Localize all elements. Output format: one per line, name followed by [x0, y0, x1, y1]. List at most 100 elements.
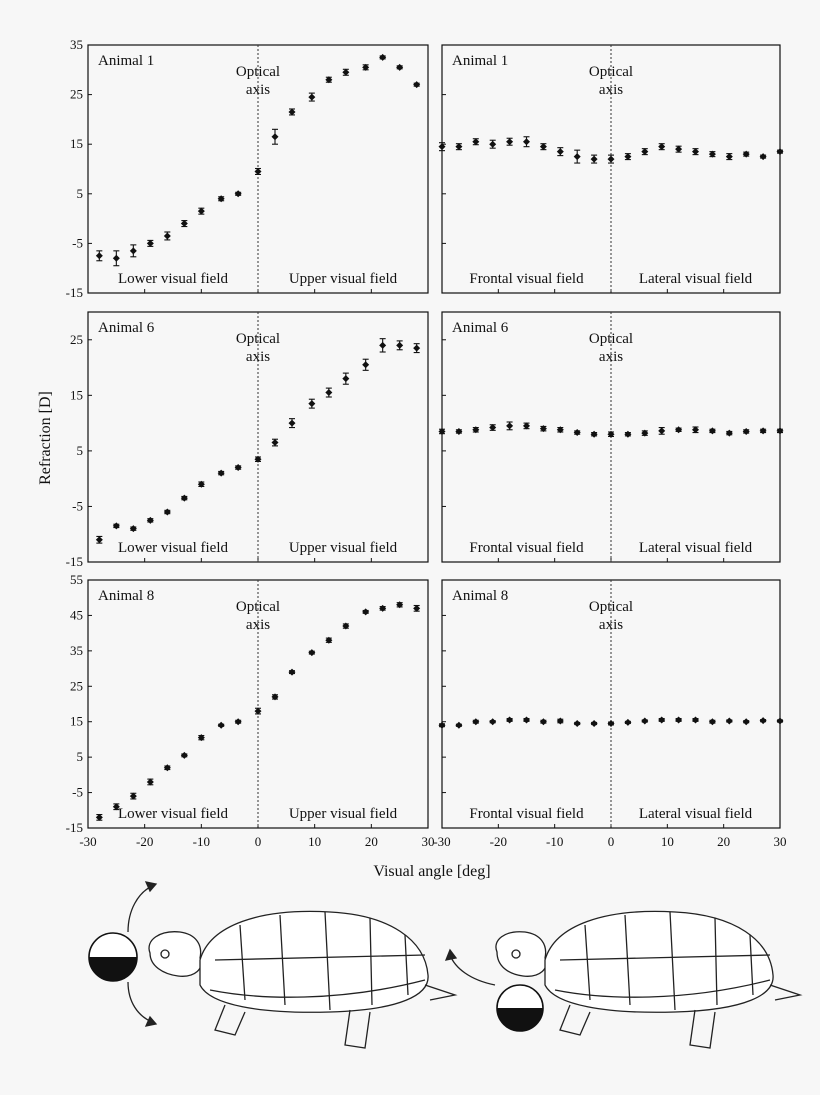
data-point — [180, 494, 188, 502]
x-tick-label: 30 — [422, 834, 435, 849]
x-tick-label: -30 — [433, 834, 450, 849]
optical-axis-label: axis — [246, 617, 270, 633]
y-tick-label: 45 — [70, 607, 83, 622]
x-tick-label: 10 — [661, 834, 674, 849]
x-axis-label: Visual angle [deg] — [373, 863, 490, 880]
turtle-illustration-right — [444, 910, 803, 1049]
data-point — [129, 247, 137, 255]
data-point — [308, 93, 316, 101]
data-point — [234, 190, 242, 198]
y-tick-label: 15 — [70, 136, 83, 151]
y-tick-label: -15 — [66, 554, 83, 569]
y-tick-label: 5 — [77, 749, 84, 764]
panel-title: Animal 6 — [452, 320, 509, 336]
field-label-left: Lower visual field — [118, 540, 228, 556]
data-point — [413, 81, 421, 89]
data-point — [590, 155, 598, 163]
data-point — [342, 622, 350, 630]
data-point — [95, 813, 103, 821]
data-point — [396, 341, 404, 349]
data-point — [438, 427, 446, 435]
data-point — [708, 427, 716, 435]
data-point — [489, 424, 497, 432]
data-point — [725, 153, 733, 161]
x-tick-label: -10 — [193, 834, 210, 849]
field-label-right: Upper visual field — [289, 806, 398, 822]
data-point — [112, 522, 120, 530]
optical-axis-label: axis — [599, 82, 623, 98]
data-point — [234, 718, 242, 726]
data-point — [607, 719, 615, 727]
data-point — [146, 239, 154, 247]
data-point — [523, 716, 530, 724]
data-point — [455, 143, 463, 151]
panel-middle-left: -15 -5 5 15 25 Animal 6 Optical axis Lower visua… — [66, 311, 429, 569]
data-point — [573, 153, 581, 161]
data-point — [129, 792, 137, 800]
data-point — [271, 133, 279, 141]
y-tick-label: -5 — [72, 498, 83, 513]
data-point — [413, 344, 421, 352]
data-point — [658, 143, 666, 151]
data-point — [342, 68, 350, 76]
panel-title: Animal 1 — [452, 53, 508, 69]
data-point — [539, 425, 547, 433]
field-label-right: Upper visual field — [289, 540, 398, 556]
data-point — [641, 717, 649, 725]
data-point — [641, 429, 649, 437]
data-point — [197, 480, 205, 488]
field-label-right: Lateral visual field — [639, 540, 753, 556]
data-point — [472, 426, 480, 434]
data-point — [725, 717, 733, 725]
data-point — [624, 430, 632, 438]
data-point — [112, 803, 120, 811]
data-point — [325, 389, 333, 397]
data-point — [658, 427, 666, 435]
data-point — [708, 150, 716, 158]
data-point — [146, 516, 154, 524]
data-point — [254, 167, 262, 175]
data-point — [759, 717, 767, 725]
optical-axis-label: Optical — [236, 599, 280, 615]
data-point — [379, 341, 387, 349]
data-point — [288, 668, 296, 676]
data-point — [658, 716, 666, 724]
data-point — [742, 150, 750, 158]
data-point — [217, 195, 225, 203]
panel-bottom-left: -15 -5 5 15 25 35 45 55 -30 -20 -10 0 10 20 30 Animal 8… — [66, 572, 435, 849]
data-point — [180, 220, 188, 228]
optical-axis-label: axis — [246, 82, 270, 98]
data-point — [692, 426, 699, 434]
data-point — [288, 419, 296, 427]
arrow-lateral-field — [449, 954, 496, 986]
data-point — [624, 718, 632, 726]
y-tick-label: 5 — [77, 186, 84, 201]
data-point — [506, 716, 514, 724]
turtle-illustration-left — [88, 881, 458, 1049]
data-point — [342, 375, 350, 383]
arrow-upper-field — [127, 885, 153, 933]
y-tick-label: -5 — [72, 235, 83, 250]
data-point — [146, 778, 154, 786]
x-tick-label: -30 — [79, 834, 96, 849]
data-point — [759, 427, 767, 435]
data-point — [362, 361, 370, 369]
data-point — [590, 719, 598, 727]
data-point — [455, 427, 463, 435]
data-point — [438, 143, 446, 151]
panel-bottom-right: -30 -20 -10 0 10 20 30 Animal 8 Optical axis Front… — [433, 579, 787, 849]
optical-axis-label: Optical — [589, 64, 633, 80]
y-tick-label: 5 — [77, 443, 84, 458]
data-point — [234, 464, 242, 472]
data-point — [776, 427, 784, 435]
data-point — [489, 140, 497, 148]
field-label-right: Lateral visual field — [639, 271, 753, 287]
data-point — [472, 718, 480, 726]
data-point — [742, 718, 750, 726]
data-point — [523, 138, 530, 146]
x-tick-label: 0 — [255, 834, 262, 849]
optical-axis-label: Optical — [236, 64, 280, 80]
data-point — [379, 604, 387, 612]
data-point — [776, 717, 784, 725]
